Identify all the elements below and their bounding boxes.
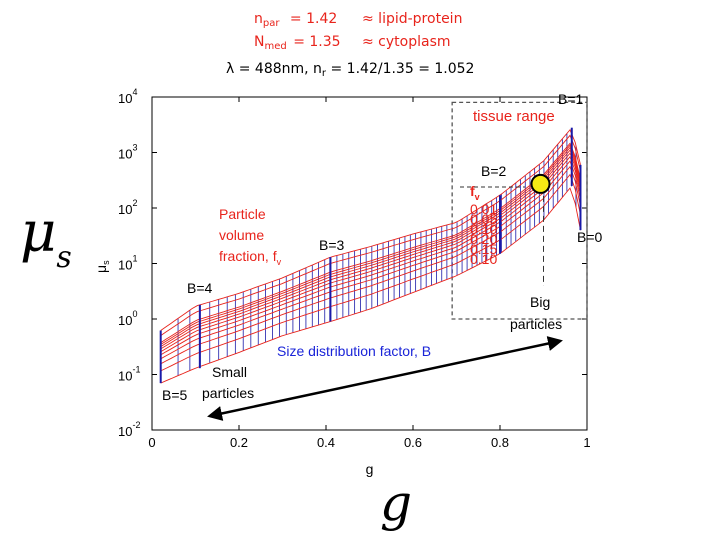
fv-curve xyxy=(160,144,581,345)
x-axis-label: g xyxy=(366,461,374,477)
label-b2: B=2 xyxy=(481,163,507,179)
y-axis-label: μs xyxy=(93,260,111,273)
fv-legend-label: 0.10 xyxy=(470,221,497,237)
fv-curve xyxy=(160,160,581,360)
big-particles-label: Big xyxy=(530,294,550,310)
npar-label: npar = 1.42 xyxy=(254,11,338,29)
nmed-note: ≈ cytoplasm xyxy=(362,34,451,50)
fv-curve xyxy=(160,155,581,356)
nmed-label: Nmed = 1.35 xyxy=(254,34,341,52)
label-b3: B=3 xyxy=(319,237,345,253)
y-tick-label: 10-2 xyxy=(118,420,140,439)
fv-legend-label: 0.05 xyxy=(470,211,497,227)
marker-point xyxy=(530,173,551,194)
y-tick-label: 100 xyxy=(118,309,137,328)
x-axis: 0 0.2 0.4 0.6 0.8 1 xyxy=(148,97,591,450)
y-tick-label: 10-1 xyxy=(118,365,140,384)
x-tick-label: 0 xyxy=(148,435,155,450)
fv-curve xyxy=(160,149,581,350)
y-tick-label: 101 xyxy=(118,254,137,273)
y-tick-label: 104 xyxy=(118,87,137,106)
fv-legend-label: 0.01 xyxy=(470,201,497,217)
fv-curve xyxy=(160,165,581,365)
label-b0: B=0 xyxy=(577,229,603,245)
fv-curve xyxy=(160,142,581,344)
size-arrow xyxy=(207,336,563,421)
npar-note: ≈ lipid-protein xyxy=(362,11,463,27)
particle-volume-label: fraction, fv xyxy=(219,248,282,267)
y-tick-label: 102 xyxy=(118,198,137,217)
fv-legend-label: 0.10 xyxy=(470,251,497,267)
fv-legend-label: 0.15 xyxy=(470,241,497,257)
size-distribution-label: Size distribution factor, B xyxy=(277,343,431,359)
fv-legend-label: 0.20 xyxy=(470,231,497,247)
x-tick-label: 0.2 xyxy=(230,435,248,450)
fv-legend-title: fv xyxy=(470,183,480,202)
fv-curve xyxy=(160,152,581,353)
mu-s-big-label: μs xyxy=(20,200,72,275)
tissue-range-label: tissue range xyxy=(473,108,555,125)
small-particles-label-2: particles xyxy=(202,385,254,401)
x-tick-label: 1 xyxy=(583,435,590,450)
fv-curve xyxy=(160,134,581,336)
g-big-label: g xyxy=(380,474,413,532)
label-b4: B=4 xyxy=(187,280,213,296)
label-b1: B=1 xyxy=(558,91,584,107)
particle-volume-label: Particle xyxy=(219,206,266,222)
big-particles-label-2: particles xyxy=(510,316,562,332)
y-tick-label: 103 xyxy=(118,143,137,162)
x-tick-label: 0.4 xyxy=(317,435,335,450)
particle-volume-label: volume xyxy=(219,227,264,243)
x-tick-label: 0.8 xyxy=(491,435,509,450)
label-b5: B=5 xyxy=(162,387,188,403)
fv-curve xyxy=(160,146,581,347)
small-particles-label: Small xyxy=(212,364,247,380)
x-tick-label: 0.6 xyxy=(404,435,422,450)
wavelength-equation: λ = 488nm, nr = 1.42/1.35 = 1.052 xyxy=(226,61,475,79)
